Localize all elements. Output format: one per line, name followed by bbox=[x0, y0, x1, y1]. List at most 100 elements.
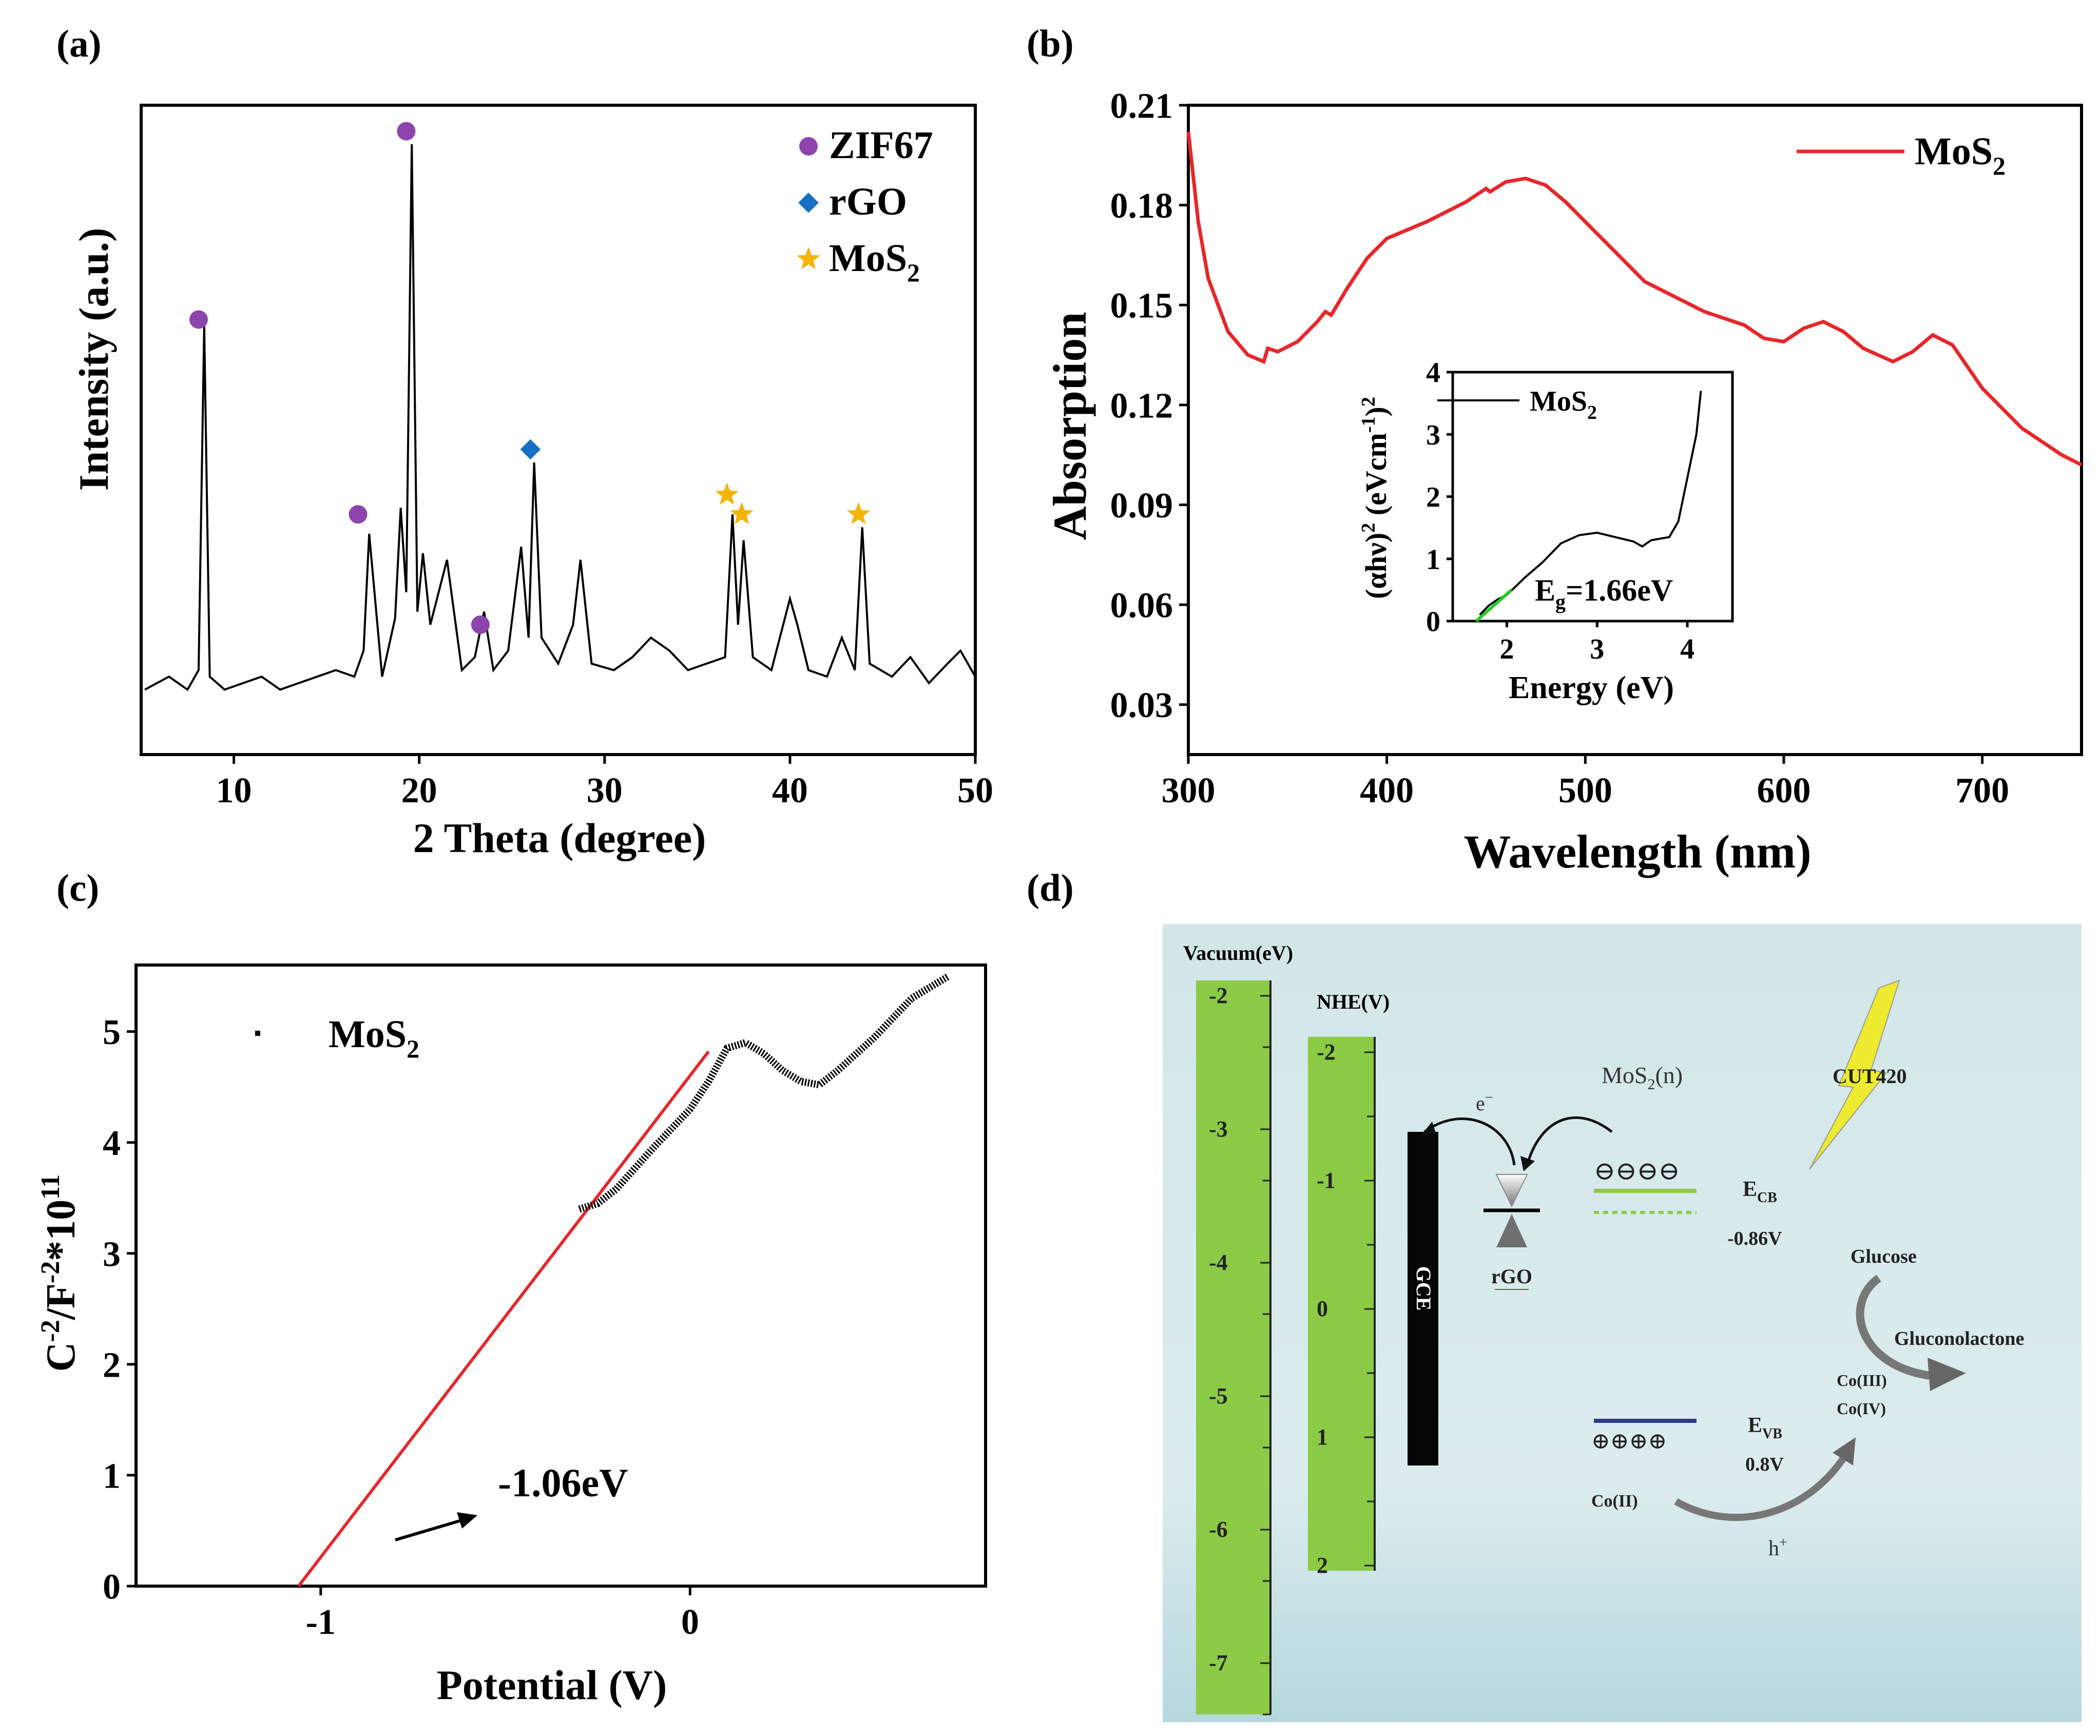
vacuum-tick-label: -3 bbox=[1209, 1116, 1228, 1142]
b-y-tick-label: 0.12 bbox=[1110, 386, 1173, 426]
vacuum-scale-bar bbox=[1196, 980, 1270, 1714]
inset-y-tick-label: 0 bbox=[1426, 606, 1440, 638]
panel-a-ylabel: Intensity (a.u.) bbox=[70, 228, 117, 491]
inset-y-tick-label: 2 bbox=[1426, 481, 1440, 513]
nhe-scale-bar bbox=[1308, 1037, 1375, 1571]
legend-mos2-label: MoS2 bbox=[329, 1013, 419, 1063]
electron-arrow-to-gce bbox=[1423, 1117, 1516, 1166]
panel-c-label: (c) bbox=[56, 867, 99, 910]
mos2-peak-marker bbox=[730, 502, 754, 525]
a-x-tick-label: 40 bbox=[772, 771, 808, 811]
legend-zif67-label: ZIF67 bbox=[829, 124, 933, 167]
vacuum-tick-label: -6 bbox=[1209, 1517, 1228, 1542]
panel-b-xlabel: Wavelength (nm) bbox=[1463, 825, 1811, 878]
light-bolt-icon bbox=[1809, 979, 1900, 1170]
b-y-tick-label: 0.15 bbox=[1110, 286, 1173, 326]
legend-rgo-label: rGO bbox=[829, 180, 907, 223]
vacuum-tick-label: -4 bbox=[1209, 1250, 1228, 1275]
zif67-peak-marker bbox=[189, 310, 208, 329]
panel-a-x-ticks: 10 20 30 40 50 bbox=[216, 755, 993, 811]
panel-a-xlabel: 2 Theta (degree) bbox=[413, 815, 706, 861]
inset-y-tick-label: 3 bbox=[1426, 419, 1440, 451]
panel-d-background bbox=[1163, 924, 2082, 1722]
vacuum-tick-label: -2 bbox=[1209, 983, 1228, 1008]
panel-c-annotation-arrow bbox=[395, 1512, 477, 1541]
c-y-tick-label: 1 bbox=[103, 1456, 121, 1496]
nhe-scale-ticks: -2 -1 0 1 2 bbox=[1317, 1039, 1375, 1578]
panel-c: (c) 0 1 2 3 4 5 -1 0 Potential (V) C-2/F-2*101… bbox=[36, 867, 987, 1708]
panel-b-label: (b) bbox=[1027, 23, 1074, 65]
c-y-tick-label: 5 bbox=[103, 1013, 121, 1052]
b-y-tick-label: 0.06 bbox=[1110, 586, 1173, 626]
panel-c-intercept-annotation: -1.06eV bbox=[498, 1460, 628, 1505]
panel-b-absorption-line bbox=[1186, 131, 2083, 467]
panel-c-xlabel: Potential (V) bbox=[437, 1662, 667, 1708]
b-x-tick-label: 600 bbox=[1757, 771, 1811, 811]
vacuum-tick-label: -5 bbox=[1209, 1383, 1228, 1409]
inset-x-tick-label: 2 bbox=[1499, 633, 1514, 665]
inset-bandgap-annotation: Eg=1.66eV bbox=[1535, 573, 1673, 613]
panel-b-legend: MoS2 bbox=[1797, 130, 2006, 180]
electron-label: e− bbox=[1476, 1090, 1493, 1115]
c-x-tick-label: 0 bbox=[681, 1603, 699, 1642]
co3-label: Co(III) bbox=[1837, 1371, 1887, 1390]
a-x-tick-label: 20 bbox=[401, 771, 437, 811]
c-y-tick-label: 2 bbox=[103, 1345, 121, 1385]
c-y-tick-label: 3 bbox=[103, 1235, 121, 1274]
panel-c-mott-schottky-points bbox=[578, 973, 951, 1213]
electron-arrow-to-rgo bbox=[1526, 1116, 1613, 1166]
b-x-tick-label: 300 bbox=[1162, 771, 1216, 811]
rgo-peak-marker bbox=[520, 439, 541, 460]
glucose-oxidation-arrow bbox=[1856, 1275, 1931, 1380]
panel-d: (d) Vacuum(eV) -2 -3 -4 -5 -6 -7 NHE(V) -2 -1 0… bbox=[1027, 867, 2082, 1722]
inset-x-tick-label: 3 bbox=[1590, 633, 1604, 665]
nhe-tick-label: -2 bbox=[1317, 1039, 1336, 1065]
panel-b: (b) 0.03 0.06 0.09 0.12 0.15 0.18 0.21 300 400 5… bbox=[1027, 23, 2083, 878]
vacuum-title: Vacuum(eV) bbox=[1183, 941, 1293, 965]
nhe-tick-label: 1 bbox=[1317, 1424, 1328, 1450]
panel-a-legend: ZIF67 rGO MoS2 bbox=[797, 124, 933, 287]
mos2-label: MoS2(n) bbox=[1602, 1062, 1683, 1093]
rgo-upper-cone bbox=[1495, 1174, 1528, 1208]
legend-mos2-label: MoS2 bbox=[1915, 130, 2006, 180]
panel-a-frame bbox=[140, 104, 977, 756]
vb-holes: ⊕⊕⊕⊕ bbox=[1591, 1429, 1667, 1454]
ecb-value: -0.86V bbox=[1727, 1228, 1782, 1249]
mos2-peak-marker bbox=[715, 483, 739, 505]
evb-value: 0.8V bbox=[1745, 1454, 1784, 1475]
hole-transfer-arrow bbox=[1674, 1453, 1848, 1521]
cb-electrons: ⊖⊖⊖⊖ bbox=[1594, 1156, 1680, 1185]
b-y-tick-label: 0.03 bbox=[1110, 686, 1173, 725]
panel-b-frame bbox=[1187, 104, 2083, 756]
panel-c-ylabel: C-2/F-2*1011 bbox=[36, 1174, 84, 1372]
co2-label: Co(II) bbox=[1591, 1492, 1638, 1511]
gce-electrode bbox=[1408, 1132, 1438, 1465]
nhe-tick-label: 2 bbox=[1317, 1553, 1328, 1578]
panel-b-y-ticks: 0.03 0.06 0.09 0.12 0.15 0.18 0.21 bbox=[1110, 87, 1188, 725]
legend-zif67-marker bbox=[799, 137, 818, 156]
inset-legend-label: MoS2 bbox=[1530, 385, 1597, 423]
panel-c-frame bbox=[134, 963, 987, 1588]
legend-mos2-label: MoS2 bbox=[829, 237, 920, 287]
zif67-peak-marker bbox=[397, 122, 416, 141]
inset-ylabel: (αhν)2 (eVcm-1)2 bbox=[1358, 397, 1393, 599]
inset-y-tick-label: 1 bbox=[1426, 544, 1440, 575]
inset-y-tick-label: 4 bbox=[1426, 357, 1440, 389]
inset-fit-line bbox=[1475, 589, 1513, 623]
panel-c-y-ticks: 0 1 2 3 4 5 bbox=[103, 1013, 136, 1607]
c-y-tick-label: 0 bbox=[103, 1568, 121, 1607]
panel-c-x-ticks: -1 0 bbox=[306, 1586, 699, 1642]
c-y-tick-label: 4 bbox=[103, 1124, 121, 1163]
nhe-title: NHE(V) bbox=[1317, 990, 1390, 1013]
cut420-label: CUT420 bbox=[1833, 1065, 1906, 1088]
vacuum-scale-ticks: -2 -3 -4 -5 -6 -7 bbox=[1209, 983, 1270, 1715]
panel-a-xrd-line bbox=[144, 144, 976, 691]
b-x-tick-label: 500 bbox=[1558, 771, 1612, 811]
rgo-lower-cone bbox=[1496, 1214, 1527, 1247]
inset-y-ticks: 0 1 2 3 4 bbox=[1426, 357, 1453, 638]
a-x-tick-label: 30 bbox=[587, 771, 623, 811]
co4-label: Co(IV) bbox=[1837, 1399, 1886, 1418]
a-x-tick-label: 50 bbox=[957, 771, 993, 811]
a-x-tick-label: 10 bbox=[216, 771, 252, 811]
